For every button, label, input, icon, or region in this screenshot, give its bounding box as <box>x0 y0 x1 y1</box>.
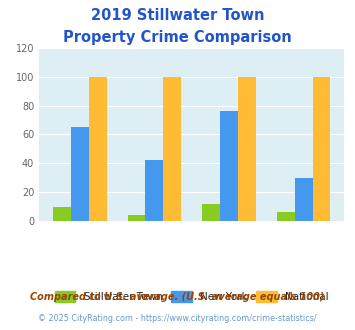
Bar <box>127 215 146 221</box>
Legend: Stillwater Town, New York, National: Stillwater Town, New York, National <box>50 287 333 306</box>
Bar <box>295 178 312 221</box>
Bar <box>202 204 220 221</box>
Bar <box>277 213 295 221</box>
Bar <box>146 160 163 221</box>
Text: Property Crime Comparison: Property Crime Comparison <box>63 30 292 45</box>
Bar <box>89 77 106 221</box>
Text: © 2025 CityRating.com - https://www.cityrating.com/crime-statistics/: © 2025 CityRating.com - https://www.city… <box>38 314 317 323</box>
Bar <box>71 127 89 221</box>
Bar <box>238 77 256 221</box>
Bar <box>312 77 331 221</box>
Bar <box>53 207 71 221</box>
Bar <box>163 77 181 221</box>
Bar <box>220 112 238 221</box>
Text: 2019 Stillwater Town: 2019 Stillwater Town <box>91 8 264 23</box>
Text: Compared to U.S. average. (U.S. average equals 100): Compared to U.S. average. (U.S. average … <box>30 292 325 302</box>
